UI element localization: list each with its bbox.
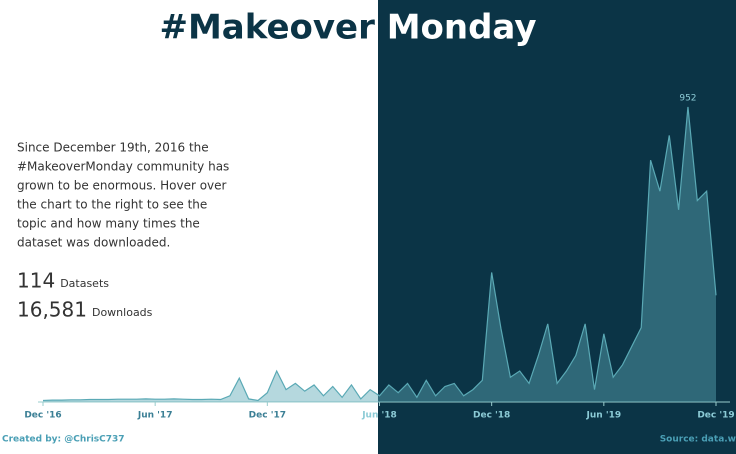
x-tick-label: Jun '17 — [137, 411, 173, 421]
area — [43, 106, 716, 402]
area-line — [42, 106, 717, 402]
intro-line: topic and how many times the — [17, 217, 200, 231]
x-tick-label: Dec '19 — [697, 411, 734, 421]
intro-line: the chart to the right to see the — [17, 198, 207, 212]
stat-value: 16,581 — [17, 298, 87, 322]
title: #Makeover Monday — [159, 8, 536, 48]
stat-label: Datasets — [60, 277, 109, 290]
credit: Created by: @ChrisC737 — [2, 435, 125, 445]
intro-line: grown to be enormous. Hover over — [17, 179, 227, 193]
right-panel — [378, 0, 736, 454]
intro-line: #MakeoverMonday community has — [17, 160, 229, 174]
x-tick-label: Dec '17 — [249, 411, 286, 421]
x-tick-label: Jun '18 — [361, 411, 397, 421]
title: #Makeover Monday — [159, 8, 536, 48]
stat-value: 114 — [17, 269, 55, 293]
x-tick-label: Dec '16 — [24, 411, 61, 421]
intro-line: dataset was downloaded. — [17, 236, 170, 250]
source: Source: data.w — [660, 435, 736, 445]
intro-line: Since December 19th, 2016 the — [17, 141, 209, 155]
peak-label: 952 — [679, 93, 696, 103]
x-tick-label: Dec '18 — [473, 411, 510, 421]
stat-label: Downloads — [92, 306, 153, 319]
left-panel — [0, 0, 378, 454]
x-tick-label: Jun '19 — [586, 411, 622, 421]
